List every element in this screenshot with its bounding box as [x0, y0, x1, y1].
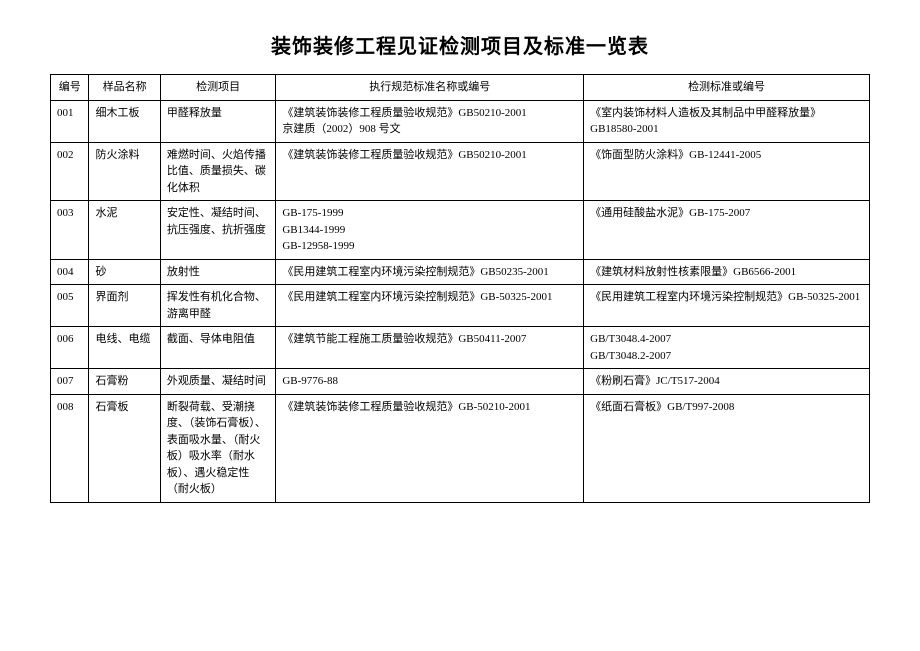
cell-testref: 《通用硅酸盐水泥》GB-175-2007 [584, 201, 870, 260]
table-row: 007 石膏粉 外观质量、凝结时间 GB-9776-88 《粉刷石膏》JC/T5… [51, 369, 870, 395]
cell-id: 004 [51, 259, 89, 285]
cell-test: 放射性 [160, 259, 275, 285]
cell-sample: 防火涂料 [89, 142, 160, 201]
cell-testref: 《粉刷石膏》JC/T517-2004 [584, 369, 870, 395]
header-sample: 样品名称 [89, 75, 160, 101]
cell-id: 005 [51, 285, 89, 327]
cell-testref: 《纸面石膏板》GB/T997-2008 [584, 394, 870, 502]
cell-test: 外观质量、凝结时间 [160, 369, 275, 395]
cell-sample: 石膏板 [89, 394, 160, 502]
cell-test: 挥发性有机化合物、游离甲醛 [160, 285, 275, 327]
header-test: 检测项目 [160, 75, 275, 101]
cell-standard: 《建筑节能工程施工质量验收规范》GB50411-2007 [276, 327, 584, 369]
cell-id: 008 [51, 394, 89, 502]
cell-sample: 水泥 [89, 201, 160, 260]
table-header-row: 编号 样品名称 检测项目 执行规范标准名称或编号 检测标准或编号 [51, 75, 870, 101]
cell-standard: 《建筑装饰装修工程质量验收规范》GB-50210-2001 [276, 394, 584, 502]
table-row: 003 水泥 安定性、凝结时间、抗压强度、抗折强度 GB-175-1999 GB… [51, 201, 870, 260]
cell-id: 007 [51, 369, 89, 395]
cell-test: 截面、导体电阻值 [160, 327, 275, 369]
cell-standard: 《民用建筑工程室内环境污染控制规范》GB50235-2001 [276, 259, 584, 285]
table-row: 002 防火涂料 难燃时间、火焰传播比值、质量损失、碳化体积 《建筑装饰装修工程… [51, 142, 870, 201]
table-row: 004 砂 放射性 《民用建筑工程室内环境污染控制规范》GB50235-2001… [51, 259, 870, 285]
page-title: 装饰装修工程见证检测项目及标准一览表 [50, 30, 870, 59]
standards-table: 编号 样品名称 检测项目 执行规范标准名称或编号 检测标准或编号 001 细木工… [50, 74, 870, 503]
cell-testref: 《饰面型防火涂料》GB-12441-2005 [584, 142, 870, 201]
cell-standard: 《建筑装饰装修工程质量验收规范》GB50210-2001 京建质（2002）90… [276, 100, 584, 142]
cell-test: 安定性、凝结时间、抗压强度、抗折强度 [160, 201, 275, 260]
cell-sample: 细木工板 [89, 100, 160, 142]
cell-test: 难燃时间、火焰传播比值、质量损失、碳化体积 [160, 142, 275, 201]
cell-standard: GB-175-1999 GB1344-1999 GB-12958-1999 [276, 201, 584, 260]
header-testref: 检测标准或编号 [584, 75, 870, 101]
header-id: 编号 [51, 75, 89, 101]
cell-testref: GB/T3048.4-2007 GB/T3048.2-2007 [584, 327, 870, 369]
table-row: 001 细木工板 甲醛释放量 《建筑装饰装修工程质量验收规范》GB50210-2… [51, 100, 870, 142]
cell-sample: 电线、电缆 [89, 327, 160, 369]
cell-id: 002 [51, 142, 89, 201]
cell-id: 001 [51, 100, 89, 142]
cell-sample: 石膏粉 [89, 369, 160, 395]
cell-testref: 《建筑材料放射性核素限量》GB6566-2001 [584, 259, 870, 285]
cell-id: 003 [51, 201, 89, 260]
cell-testref: 《民用建筑工程室内环境污染控制规范》GB-50325-2001 [584, 285, 870, 327]
cell-test: 甲醛释放量 [160, 100, 275, 142]
cell-testref: 《室内装饰材料人造板及其制品中甲醛释放量》GB18580-2001 [584, 100, 870, 142]
cell-sample: 界面剂 [89, 285, 160, 327]
cell-sample: 砂 [89, 259, 160, 285]
header-standard: 执行规范标准名称或编号 [276, 75, 584, 101]
cell-standard: 《建筑装饰装修工程质量验收规范》GB50210-2001 [276, 142, 584, 201]
cell-id: 006 [51, 327, 89, 369]
table-row: 005 界面剂 挥发性有机化合物、游离甲醛 《民用建筑工程室内环境污染控制规范》… [51, 285, 870, 327]
cell-standard: 《民用建筑工程室内环境污染控制规范》GB-50325-2001 [276, 285, 584, 327]
cell-test: 断裂荷载、受潮挠度、（装饰石膏板）、表面吸水量、（耐火板）吸水率（耐水板）、遇火… [160, 394, 275, 502]
table-row: 008 石膏板 断裂荷载、受潮挠度、（装饰石膏板）、表面吸水量、（耐火板）吸水率… [51, 394, 870, 502]
table-row: 006 电线、电缆 截面、导体电阻值 《建筑节能工程施工质量验收规范》GB504… [51, 327, 870, 369]
cell-standard: GB-9776-88 [276, 369, 584, 395]
